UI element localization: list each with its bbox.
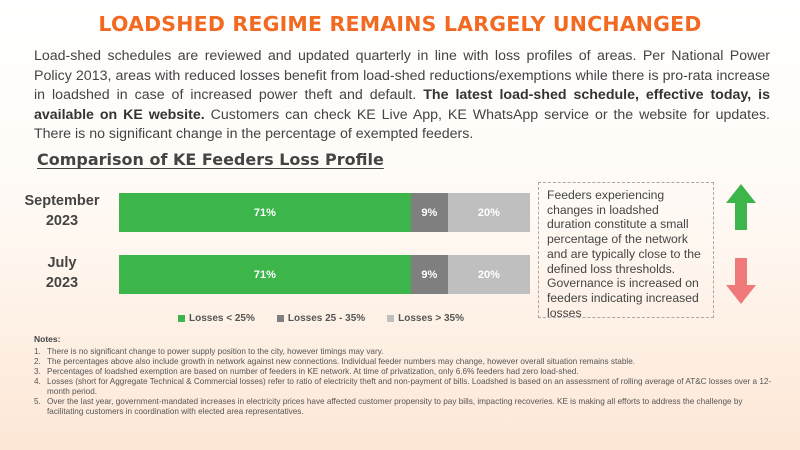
data-label: 9%	[421, 206, 438, 219]
legend-swatch	[178, 315, 185, 322]
row-label-september-month: September	[24, 193, 100, 209]
legend-label: Losses > 35%	[398, 313, 465, 324]
legend-item-losses-25-35: Losses 25 - 35%	[276, 313, 366, 324]
legend-swatch	[387, 315, 395, 322]
data-label: 71%	[253, 268, 276, 281]
intro-text-bold: The latest load-shed schedule, effective…	[34, 87, 770, 123]
note-text: Losses (short for Aggregate Technical & …	[47, 377, 772, 396]
row-label-july-month: July	[47, 255, 77, 271]
legend-item-losses-under-25: Losses < 25%	[178, 313, 255, 324]
intro-text-part2: Customers can check KE Live App, KE What…	[34, 106, 770, 143]
chart-title: Comparison of KE Feeders Loss Profile	[37, 150, 384, 169]
note-text: Over the last year, government-mandated …	[47, 397, 743, 416]
data-label: 9%	[421, 268, 438, 281]
note-number: 2.	[34, 357, 41, 366]
legend-label: Losses < 25%	[189, 313, 255, 324]
data-label: 71%	[253, 206, 276, 219]
data-label: 20%	[477, 268, 500, 281]
note-item: 1. There is no significant change to powe…	[34, 347, 774, 357]
row-label-september: September 2023	[12, 191, 112, 231]
note-item: 2. The percentages above also include gro…	[34, 357, 774, 367]
bar-segment-losses-over-35: 20%	[447, 255, 530, 294]
notes-list: 1. There is no significant change to powe…	[34, 347, 774, 417]
legend-swatch	[276, 315, 284, 322]
note-text: The percentages above also include growt…	[47, 357, 636, 366]
row-label-september-year: 2023	[45, 213, 79, 229]
legend-item-losses-over-35: Losses > 35%	[387, 313, 464, 324]
bar-segment-losses-under-25: 71%	[119, 193, 411, 232]
intro-text-part1: Load-shed schedules are reviewed and upd…	[34, 48, 770, 104]
bar-july: 71% 9% 20%	[119, 255, 530, 294]
data-label: 20%	[477, 206, 500, 219]
row-label-july: July 2023	[12, 253, 112, 293]
intro-paragraph: Load-shed schedules are reviewed and upd…	[34, 47, 770, 145]
note-number: 5.	[34, 397, 41, 406]
note-text: Percentages of loadshed exemption are ba…	[47, 367, 579, 376]
note-text: There is no significant change to power …	[47, 347, 384, 356]
chart-legend: Losses < 25% Losses 25 - 35% Losses > 35…	[178, 313, 464, 324]
page-title: LOADSHED REGIME REMAINS LARGELY UNCHANGE…	[98, 12, 702, 36]
arrow-up-icon	[726, 184, 756, 230]
bar-september: 71% 9% 20%	[119, 193, 530, 232]
bar-segment-losses-over-35: 20%	[447, 193, 530, 232]
row-label-july-year: 2023	[45, 275, 79, 291]
bar-segment-losses-under-25: 71%	[119, 255, 411, 294]
note-item: 4. Losses (short for Aggregate Technical …	[34, 377, 774, 397]
note-number: 4.	[34, 377, 41, 386]
note-number: 1.	[34, 347, 41, 356]
bar-segment-losses-25-35: 9%	[410, 193, 448, 232]
legend-label: Losses 25 - 35%	[287, 313, 366, 324]
note-item: 3. Percentages of loadshed exemption are …	[34, 367, 774, 377]
bar-segment-losses-25-35: 9%	[410, 255, 448, 294]
callout-box: Feeders experiencing changes in loadshed…	[538, 182, 714, 320]
note-number: 3.	[34, 367, 41, 376]
notes-heading: Notes:	[34, 334, 61, 344]
note-item: 5. Over the last year, government-mandate…	[34, 397, 774, 417]
arrow-down-icon	[726, 258, 756, 304]
